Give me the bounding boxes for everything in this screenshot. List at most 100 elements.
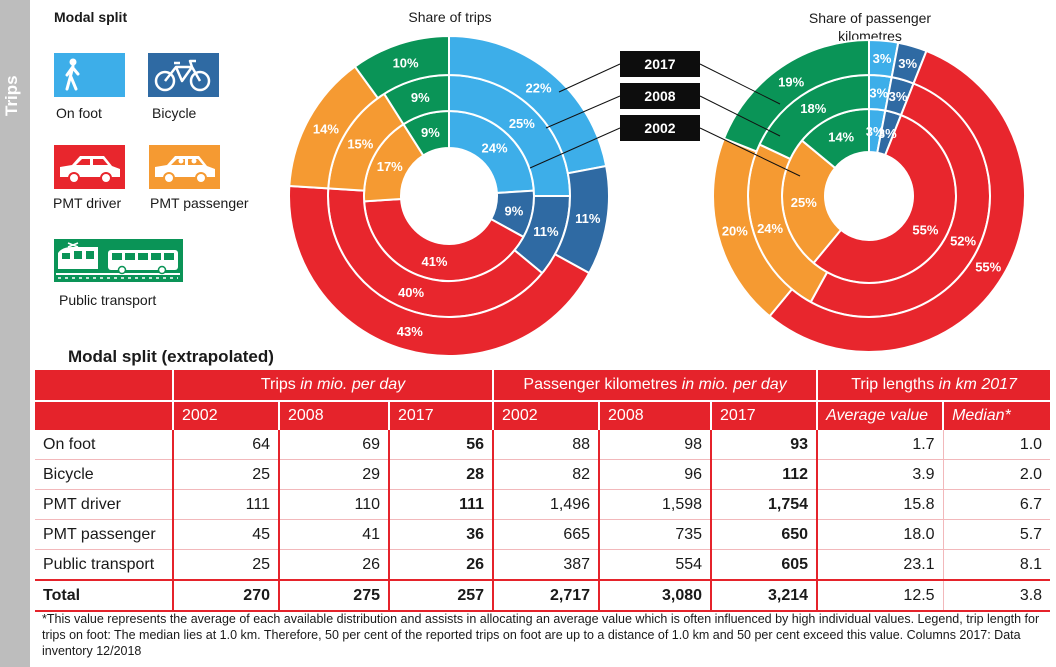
table-cell: 2.0: [942, 459, 1051, 490]
table-cell: 69: [278, 430, 389, 460]
donut-value-label: 14%: [313, 121, 339, 136]
table-cell: 2,717: [492, 580, 600, 611]
donut-value-label: 14%: [828, 130, 854, 145]
year-label-2017: 2017: [620, 51, 700, 77]
row-label: Public transport: [43, 555, 155, 573]
year-label-2008: 2008: [620, 83, 700, 109]
donut-value-label: 55%: [912, 222, 938, 237]
donut-value-label: 3%: [869, 85, 888, 100]
row-label: On foot: [43, 435, 96, 453]
table-cell: 93: [710, 430, 818, 460]
row-label: PMT passenger: [43, 525, 156, 543]
header-group-trips: Trips in mio. per day: [171, 370, 494, 401]
donut-value-label: 41%: [421, 254, 447, 269]
donut-value-label: 11%: [533, 224, 559, 239]
table-cell: 665: [492, 519, 600, 550]
table-cell: 605: [710, 549, 818, 580]
table-cell: 3,214: [710, 580, 818, 611]
table-cell: 6.7: [942, 489, 1051, 520]
table-cell: 1,496: [492, 489, 600, 520]
table-cell: 111: [172, 489, 279, 520]
donut-value-label: 17%: [377, 159, 403, 174]
table-cell: 650: [710, 519, 818, 550]
table-cell: 112: [710, 459, 818, 490]
subheader-cell: 2008: [278, 400, 389, 430]
table-cell: 88: [492, 430, 600, 460]
side-tab: Trips: [0, 0, 30, 667]
table-cell: 554: [598, 549, 712, 580]
connector-line: [545, 95, 621, 129]
year-label-2002: 2002: [620, 115, 700, 141]
donut-value-label: 10%: [393, 55, 419, 70]
donut-value-label: 3%: [889, 89, 908, 104]
legend-label-bicycle: Bicycle: [152, 105, 197, 121]
row-label: PMT driver: [43, 495, 121, 513]
table-cell: 270: [172, 580, 279, 611]
table-cell: 29: [278, 459, 389, 490]
donut-value-label: 20%: [722, 223, 748, 238]
table-cell: 26: [387, 549, 494, 580]
donut-value-label: 3%: [873, 51, 892, 66]
table-cell: 25: [172, 459, 279, 490]
table-cell: 275: [278, 580, 389, 611]
legend-item-bicycle: [148, 53, 219, 97]
table-row: Public transport 25 26 26 387 554 605 23.1 8.1: [35, 549, 1051, 580]
subheader-empty: [35, 400, 173, 430]
donut-value-label: 11%: [575, 211, 601, 226]
chart-title-trips: Share of trips: [408, 9, 492, 25]
table-title: Modal split (extrapolated): [68, 347, 274, 366]
table-cell: 1.7: [816, 430, 944, 460]
connector-line: [699, 127, 801, 177]
header-group-passenger-km: Passenger kilometres in mio. per day: [492, 370, 818, 401]
subheader-cell: Median*: [942, 400, 1051, 430]
car-icon: [54, 145, 125, 189]
table-cell: 111: [387, 489, 494, 520]
header-group-trip-lengths: Trip lengths in km 2017: [816, 370, 1051, 401]
donut-value-label: 9%: [411, 90, 430, 105]
subheader-cell: 2008: [598, 400, 712, 430]
legend-item-pmt-driver: [54, 145, 125, 189]
table-cell: 12.5: [816, 580, 944, 611]
table-cell: 15.8: [816, 489, 944, 520]
donut-slice-2017-public-transport: [722, 38, 870, 153]
donut-slice-2017-pmt-driver: [288, 184, 591, 357]
table-cell: 3.9: [816, 459, 944, 490]
connector-line: [529, 127, 621, 169]
table-cell: 64: [172, 430, 279, 460]
subheader-cell: Average value: [816, 400, 944, 430]
legend-label-public-transport: Public transport: [59, 292, 157, 308]
table-cell: 1,754: [710, 489, 818, 520]
row-label: Bicycle: [43, 465, 94, 483]
donut-slice-2017-public-transport: [353, 34, 450, 100]
table-cell: 257: [387, 580, 494, 611]
donut-value-label: 9%: [505, 204, 524, 219]
legend-label-pmt-passenger: PMT passenger: [150, 195, 249, 211]
donut-value-label: 22%: [526, 81, 552, 96]
table-cell: 1.0: [942, 430, 1051, 460]
connector-line: [699, 63, 781, 105]
table-cell: 82: [492, 459, 600, 490]
donut-value-label: 55%: [975, 260, 1001, 275]
legend-item-on-foot: [54, 53, 125, 97]
subheader-cell: 2017: [710, 400, 818, 430]
modal-split-table: Trips in mio. per day Passenger kilometr…: [35, 370, 1051, 612]
table-row: PMT passenger 45 41 36 665 735 650 18.0 5.7: [35, 519, 1051, 550]
donut-value-label: 18%: [800, 101, 826, 116]
table-cell: 41: [278, 519, 389, 550]
car-passenger-icon: [149, 145, 220, 189]
donut-value-label: 43%: [397, 324, 423, 339]
pedestrian-icon: [54, 53, 125, 97]
table-cell: 8.1: [942, 549, 1051, 580]
donut-value-label: 25%: [791, 195, 817, 210]
header-empty: [35, 370, 173, 401]
table-cell: 36: [387, 519, 494, 550]
train-bus-icon: [54, 239, 183, 282]
table-cell: 3.8: [942, 580, 1051, 611]
table-cell: 56: [387, 430, 494, 460]
donut-value-label: 3%: [898, 56, 917, 71]
table-cell: 98: [598, 430, 712, 460]
table-row: Total 270 275 257 2,717 3,080 3,214 12.5 3.8: [35, 580, 1051, 611]
row-label: Total: [43, 586, 81, 604]
donut-slice-2017-pmt-driver: [768, 49, 1026, 353]
